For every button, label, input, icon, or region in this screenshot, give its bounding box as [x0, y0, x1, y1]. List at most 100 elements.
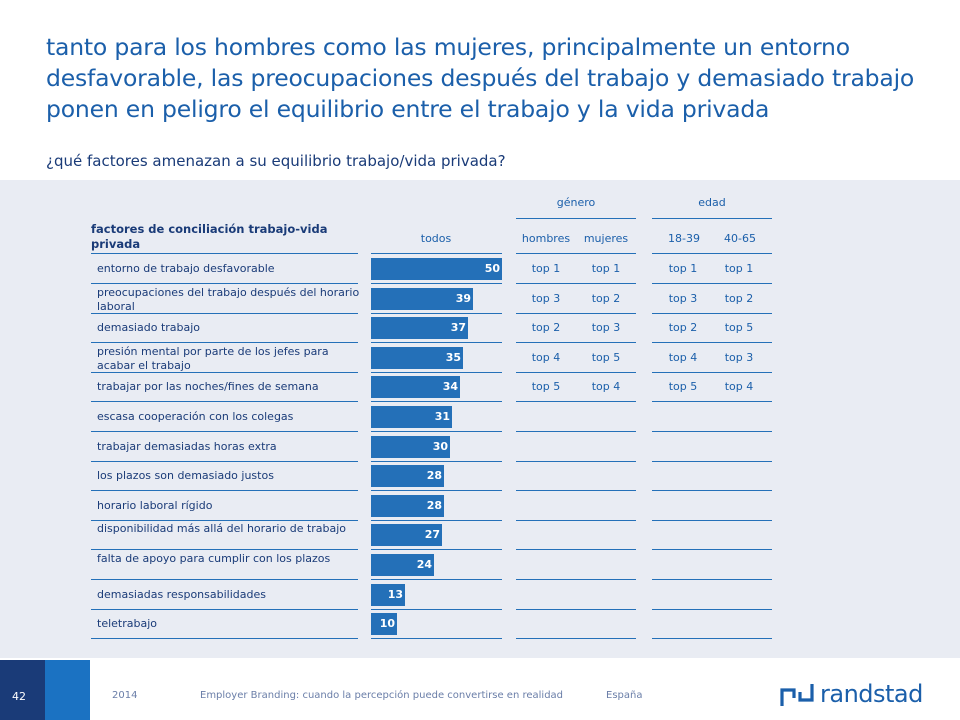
bar-row-rule — [371, 579, 502, 580]
bar-value-label: 28 — [426, 469, 442, 483]
bar-row-rule — [371, 312, 502, 314]
col-header-all: todos — [420, 232, 452, 245]
rank-cell-40-65: top 2 — [724, 291, 754, 305]
bar-row-rule — [371, 371, 502, 373]
rank-cell-mujeres: top 2 — [591, 291, 621, 305]
rank-cell-mujeres: top 4 — [591, 380, 621, 394]
bar-todos — [371, 465, 444, 488]
randstad-logo-text: randstad — [820, 680, 923, 708]
rank-row-rule — [516, 579, 636, 580]
rank-cell-40-65: top 4 — [724, 380, 754, 394]
bar-value-label: 35 — [445, 350, 461, 364]
rank-cell-40-65: top 5 — [724, 321, 754, 335]
randstad-logo-icon — [780, 684, 814, 706]
header-row-rule — [516, 253, 636, 254]
bar-row-rule — [371, 608, 502, 610]
footer-country: España — [606, 690, 643, 701]
factor-label: entorno de trabajo desfavorable — [97, 262, 275, 275]
bar-todos — [371, 583, 405, 606]
bar-value-label: 30 — [432, 439, 448, 453]
rank-row-rule — [516, 519, 636, 521]
factor-row-rule — [91, 579, 358, 580]
rank-row-rule — [652, 519, 772, 521]
bar-value-label: 10 — [379, 617, 395, 631]
rank-row-rule — [652, 342, 772, 344]
rank-row-rule — [652, 460, 772, 462]
rank-cell-hombres: top 2 — [531, 321, 561, 335]
bar-value-label: 50 — [484, 262, 500, 275]
rank-cell-hombres: top 5 — [531, 380, 561, 394]
bar-todos — [371, 376, 460, 399]
page-number-box: 42 — [0, 660, 45, 720]
bar-todos — [371, 524, 442, 547]
footer-accent-strip — [45, 660, 90, 720]
rank-row-rule — [652, 431, 772, 432]
rank-row-rule — [516, 608, 636, 610]
factor-row-rule — [91, 371, 358, 373]
col-header-age-40-65: 40-65 — [724, 232, 756, 245]
header-row-rule — [91, 253, 358, 254]
bar-value-label: 39 — [455, 291, 471, 305]
header-row-rule — [652, 253, 772, 254]
bar-todos — [371, 258, 502, 280]
bar-todos — [371, 287, 473, 310]
factor-label: disponibilidad más allá del horario de t… — [97, 522, 347, 536]
factor-row-rule — [91, 490, 358, 492]
rank-row-rule — [516, 283, 636, 284]
rank-cell-18-39: top 3 — [668, 291, 698, 305]
rank-row-rule — [652, 608, 772, 610]
bar-row-rule — [371, 638, 502, 640]
factor-label: demasiado trabajo — [97, 321, 201, 335]
rank-row-rule — [652, 401, 772, 403]
rank-cell-40-65: top 3 — [724, 350, 754, 364]
group-header-gender: género — [556, 196, 596, 209]
rank-row-rule — [516, 638, 636, 640]
rank-cell-mujeres: top 3 — [591, 321, 621, 335]
bar-value-label: 28 — [426, 498, 442, 512]
rank-row-rule — [652, 490, 772, 492]
rank-row-rule — [652, 549, 772, 551]
rank-row-rule — [516, 371, 636, 373]
rank-row-rule — [652, 283, 772, 284]
randstad-logo: randstad — [780, 680, 923, 710]
bar-row-rule — [371, 342, 502, 344]
factors-header: factores de conciliación trabajo-vida pr… — [91, 222, 328, 251]
rank-row-rule — [516, 460, 636, 462]
page-number: 42 — [12, 690, 26, 703]
group-header-age: edad — [698, 196, 726, 209]
factor-label: presión mental por parte de los jefes pa… — [97, 344, 329, 372]
factor-label: preocupaciones del trabajo después del h… — [97, 285, 360, 313]
bar-row-rule — [371, 490, 502, 492]
col-header-age-18-39: 18-39 — [668, 232, 700, 245]
chart-question: ¿qué factores amenazan a su equilibrio t… — [46, 152, 506, 170]
factor-row-rule — [91, 283, 358, 284]
rank-row-rule — [652, 312, 772, 314]
col-header-women: mujeres — [583, 232, 629, 245]
bar-value-label: 27 — [424, 528, 440, 542]
rank-cell-18-39: top 4 — [668, 350, 698, 364]
bar-value-label: 31 — [434, 410, 450, 423]
bar-row-rule — [371, 431, 502, 432]
bar-row-rule — [371, 460, 502, 462]
factor-label: horario laboral rígido — [97, 498, 213, 512]
header-row-rule — [371, 253, 502, 254]
factor-row-rule — [91, 401, 358, 403]
bar-todos — [371, 554, 434, 576]
page-title: tanto para los hombres como las mujeres,… — [46, 33, 915, 123]
rank-cell-hombres: top 4 — [531, 350, 561, 364]
factor-row-rule — [91, 460, 358, 462]
bar-todos — [371, 406, 452, 428]
bar-value-label: 13 — [387, 587, 403, 601]
rank-cell-40-65: top 1 — [724, 262, 754, 275]
rank-row-rule — [516, 342, 636, 344]
bar-row-rule — [371, 549, 502, 551]
rank-row-rule — [652, 579, 772, 580]
bar-row-rule — [371, 401, 502, 403]
bar-todos — [371, 435, 450, 458]
factor-row-rule — [91, 312, 358, 314]
factor-row-rule — [91, 638, 358, 640]
group-rule-age — [652, 218, 772, 219]
rank-row-rule — [516, 401, 636, 403]
factor-row-rule — [91, 431, 358, 432]
footer-report-title: Employer Branding: cuando la percepción … — [200, 690, 564, 701]
